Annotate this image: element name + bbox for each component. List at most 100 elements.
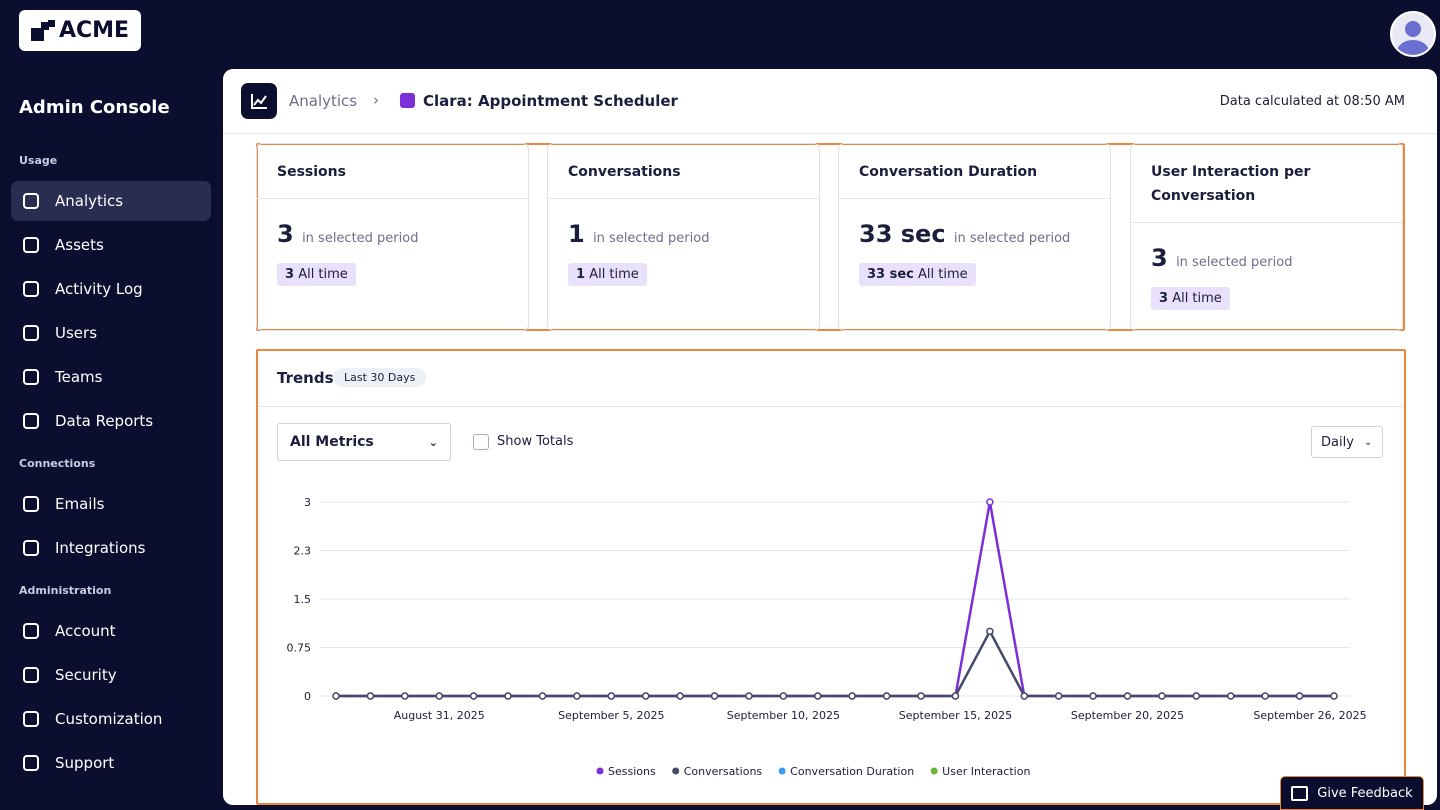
point [779,692,788,700]
nav-item[interactable]: Assets [11,225,211,265]
nav-label: Analytics [55,192,124,210]
point [1192,692,1201,700]
nav-icon [23,623,39,639]
point [435,692,443,700]
agent-icon [400,93,415,108]
y-tick-label: 0.75 [287,642,312,655]
y-tick-label: 0 [304,690,311,703]
avatar[interactable] [1390,11,1436,57]
nav-item[interactable]: Teams [11,357,211,397]
x-tick-label: September 15, 2025 [899,709,1012,722]
legend-label: Conversations [684,765,763,778]
all-time-label: All time [918,267,968,282]
period: in selected period [1176,255,1293,270]
nav-item[interactable]: Users [11,313,211,353]
logo[interactable]: ACME [19,10,141,51]
card-divider [257,198,528,199]
feedback-label: Give Feedback [1317,785,1413,801]
value: 33 sec [859,220,946,248]
nav-item[interactable]: Security [11,655,211,695]
point [676,692,684,700]
feedback-button[interactable]: Give Feedback [1280,776,1424,810]
nav-label: Support [55,754,115,772]
point [814,692,822,700]
period: in selected period [593,231,710,246]
nav-label: Emails [55,495,105,513]
point [951,692,960,700]
y-tick-label: 2.3 [294,545,312,558]
point [332,692,340,700]
trend-chart: 0 0.75 1.5 2.3 3 August 31, 2025 September 5, … [287,496,1367,778]
metric-select[interactable]: All Metrics ⌄ [277,423,451,461]
metric-card: User Interaction per Conversation 3 in se… [1130,143,1403,331]
value: 3 [277,220,294,248]
all-time-value: 3 [285,267,295,282]
nav-icon [23,193,39,209]
all-time-badge: 3 All time [277,263,356,286]
breadcrumb-link[interactable]: Analytics [289,92,358,110]
x-tick-label: September 20, 2025 [1071,709,1184,722]
card-value: 1 in selected period [568,220,709,248]
card-title: Conversations [568,164,681,180]
nav-icon [23,755,39,771]
legend-marker [596,767,604,775]
point [1227,692,1235,700]
nav-label: Activity Log [55,280,143,298]
granularity-value: Daily [1321,434,1354,450]
x-tick-label: September 10, 2025 [727,709,840,722]
card-value: 33 sec in selected period [859,220,1070,248]
legend-label: Conversation Duration [790,765,914,778]
point [469,692,478,700]
point [607,692,616,700]
all-time-value: 3 [1159,291,1169,306]
period: in selected period [302,231,419,246]
all-time-label: All time [298,267,348,282]
card-title: Sessions [277,164,346,180]
x-tick-label: September 26, 2025 [1253,709,1366,722]
nav-item[interactable]: Account [11,611,211,651]
point [641,692,650,700]
point [1089,692,1097,700]
legend-label: Sessions [608,765,656,778]
point [504,692,512,700]
legend-marker [672,767,680,775]
x-tick-label: August 31, 2025 [394,709,485,722]
nav-label: Users [55,324,98,342]
metric-card: Conversations 1 in selected period 1 All t… [547,143,820,331]
logo-text: ACME [58,18,130,43]
nav-item[interactable]: Integrations [11,528,211,568]
series-line [336,628,1334,698]
section-heading: Usage [19,154,58,167]
nav-item[interactable]: Activity Log [11,269,211,309]
point [986,498,994,506]
point [1054,692,1063,700]
nav-item[interactable]: Support [11,743,211,783]
analytics-icon [241,83,277,119]
checkbox[interactable] [473,434,489,450]
nav-item[interactable]: Analytics [11,181,211,221]
point [917,692,925,700]
card-value: 3 in selected period [277,220,418,248]
nav-label: Customization [55,710,163,728]
nav-item[interactable]: Customization [11,699,211,739]
nav-label: Teams [55,368,103,386]
nav-icon [23,667,39,683]
metric-card: Conversation Duration 33 sec in selected … [838,143,1111,331]
value: 1 [568,220,585,248]
breadcrumb-current: Clara: Appointment Scheduler [423,92,678,110]
nav-icon [23,325,39,341]
nav-icon [23,281,39,297]
point [1020,692,1029,700]
nav-item[interactable]: Emails [11,484,211,524]
point [401,692,409,700]
all-time-badge: 33 sec All time [859,263,976,286]
nav-label: Integrations [55,539,146,557]
nav-item[interactable]: Data Reports [11,401,211,441]
granularity-select[interactable]: Daily ⌄ [1311,426,1383,458]
point [1158,692,1166,700]
card-value: 3 in selected period [1151,244,1292,272]
all-time-badge: 1 All time [568,263,647,286]
all-time-value: 33 sec [867,267,914,282]
sidebar-title: Admin Console [19,97,170,118]
